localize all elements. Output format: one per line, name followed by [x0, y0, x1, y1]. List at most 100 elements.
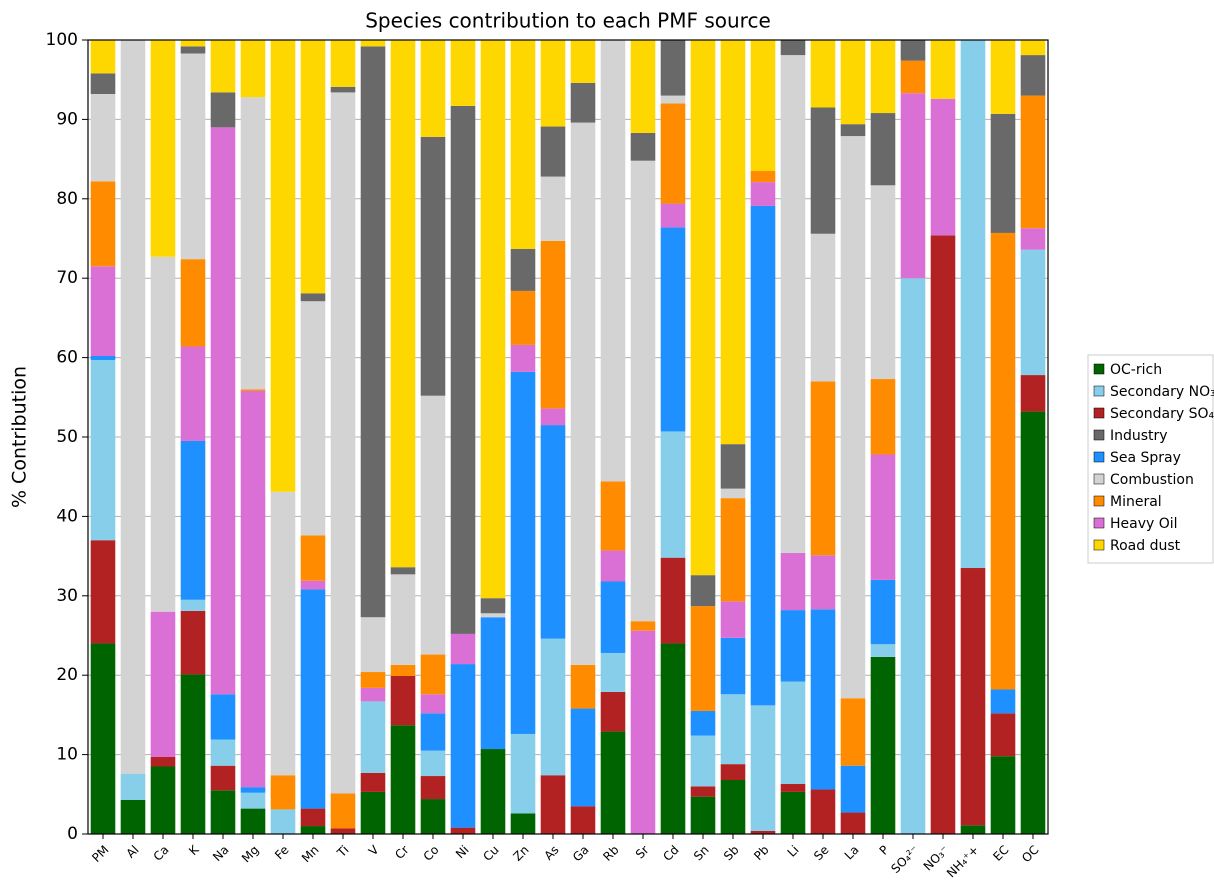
bar-segment	[420, 654, 446, 695]
bar-segment	[300, 301, 326, 536]
bar-segment	[510, 813, 536, 834]
x-tick-label: Zn	[511, 843, 532, 864]
x-tick-label: Ni	[453, 843, 472, 862]
bar-segment	[870, 656, 896, 834]
bar-segment	[150, 756, 176, 767]
bar-segment	[540, 638, 566, 776]
bar-segment	[240, 792, 266, 809]
bar-segment	[90, 73, 116, 94]
bar-segment	[750, 705, 776, 831]
x-tick-label: Cd	[660, 843, 681, 864]
bar-segment	[720, 694, 746, 765]
bar-segment	[270, 775, 296, 810]
x-tick-label: Ca	[151, 843, 172, 864]
bar-segment	[240, 808, 266, 834]
bar-segment	[690, 796, 716, 834]
legend-label: Combustion	[1110, 472, 1194, 488]
bar-segment	[870, 113, 896, 186]
bar-segment	[240, 389, 266, 391]
x-tick-label: PM	[89, 843, 111, 865]
bar-segment	[570, 122, 596, 665]
bar-segment	[210, 92, 236, 128]
x-tick-label: Sr	[633, 843, 652, 862]
legend-swatch	[1093, 473, 1105, 485]
x-tick-label: Al	[124, 843, 142, 861]
bar-segment	[300, 535, 326, 581]
bar-segment	[990, 713, 1016, 757]
bar-segment	[870, 185, 896, 380]
bar-segment	[450, 664, 476, 828]
bar-segment	[300, 40, 326, 294]
bar-segment	[660, 643, 686, 834]
legend-swatch	[1093, 363, 1105, 375]
bar-segment	[750, 205, 776, 706]
bar-segment	[540, 40, 566, 127]
x-tick-label: OC	[1019, 843, 1042, 866]
bar-segment	[150, 611, 176, 757]
y-tick-label: 60	[56, 348, 78, 368]
bar-segment	[750, 182, 776, 206]
bar-segment	[1020, 411, 1046, 834]
bar-segment	[330, 828, 356, 834]
bar-segment	[690, 710, 716, 736]
bar-segment	[960, 40, 986, 569]
bar-segment	[600, 550, 626, 582]
bar-segment	[810, 381, 836, 556]
bar-segment	[90, 359, 116, 541]
bar-segment	[780, 55, 806, 553]
bar-segment	[420, 694, 446, 714]
bar-segment	[990, 232, 1016, 690]
bar-segment	[840, 40, 866, 125]
x-tick-label: Fe	[272, 843, 292, 863]
bar-segment	[720, 498, 746, 602]
bar-segment	[210, 739, 236, 766]
bar-segment	[930, 235, 956, 835]
bar-segment	[870, 379, 896, 455]
bar-segment	[600, 691, 626, 732]
y-tick-label: 80	[56, 189, 78, 209]
bar-segment	[330, 86, 356, 93]
y-tick-label: 10	[56, 745, 78, 765]
bar-segment	[480, 749, 506, 834]
bar-segment	[180, 46, 206, 54]
bar-segment	[660, 557, 686, 644]
bar-segment	[90, 40, 116, 74]
bar-segment	[180, 610, 206, 675]
bar-segment	[660, 95, 686, 104]
bar-segment	[180, 40, 206, 47]
bar-segment	[360, 772, 386, 792]
bar-segment	[660, 103, 686, 204]
bar-segment	[870, 644, 896, 657]
bar-segment	[420, 40, 446, 137]
legend-swatch	[1093, 495, 1105, 507]
bar-segment	[510, 733, 536, 814]
bar-segment	[870, 579, 896, 645]
bar-segment	[360, 40, 386, 47]
bar-segment	[180, 674, 206, 834]
bar-segment	[150, 766, 176, 834]
legend-label: Road dust	[1110, 538, 1181, 554]
bar-segment	[660, 431, 686, 558]
bar-segment	[540, 240, 566, 409]
bar-segment	[210, 694, 236, 740]
x-tick-label: Sb	[721, 843, 742, 864]
bar-segment	[600, 40, 626, 482]
bar-segment	[840, 698, 866, 766]
bar-segment	[180, 259, 206, 347]
bar-segment	[480, 40, 506, 599]
bar-segment	[180, 346, 206, 441]
bar-segment	[300, 589, 326, 809]
y-tick-label: 100	[46, 30, 78, 50]
bar-segment	[720, 601, 746, 638]
bar-segment	[840, 136, 866, 699]
x-tick-label: Cu	[480, 843, 501, 864]
bar-segment	[480, 617, 506, 750]
bar-segment	[210, 40, 236, 93]
bar-segment	[210, 127, 236, 695]
bar-segment	[240, 390, 266, 788]
bar-segment	[810, 233, 836, 382]
bar-segment	[690, 606, 716, 711]
y-tick-label: 90	[56, 109, 78, 129]
bar-segment	[720, 488, 746, 499]
legend-label: Industry	[1110, 428, 1168, 444]
